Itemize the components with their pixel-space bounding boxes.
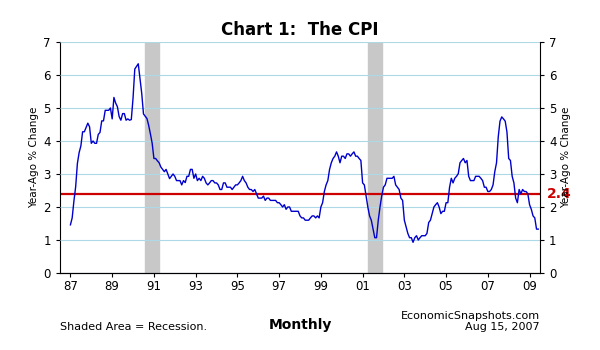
Y-axis label: Year-Ago % Change: Year-Ago % Change: [560, 107, 571, 208]
Text: Shaded Area = Recession.: Shaded Area = Recession.: [60, 322, 207, 332]
Bar: [145, 42, 159, 273]
Bar: [368, 42, 382, 273]
Y-axis label: Year-Ago % Change: Year-Ago % Change: [29, 107, 40, 208]
Text: EconomicSnapshots.com
Aug 15, 2007: EconomicSnapshots.com Aug 15, 2007: [401, 311, 540, 332]
Text: 2.4: 2.4: [547, 187, 572, 201]
Text: Monthly: Monthly: [268, 318, 332, 332]
Title: Chart 1:  The CPI: Chart 1: The CPI: [221, 21, 379, 39]
